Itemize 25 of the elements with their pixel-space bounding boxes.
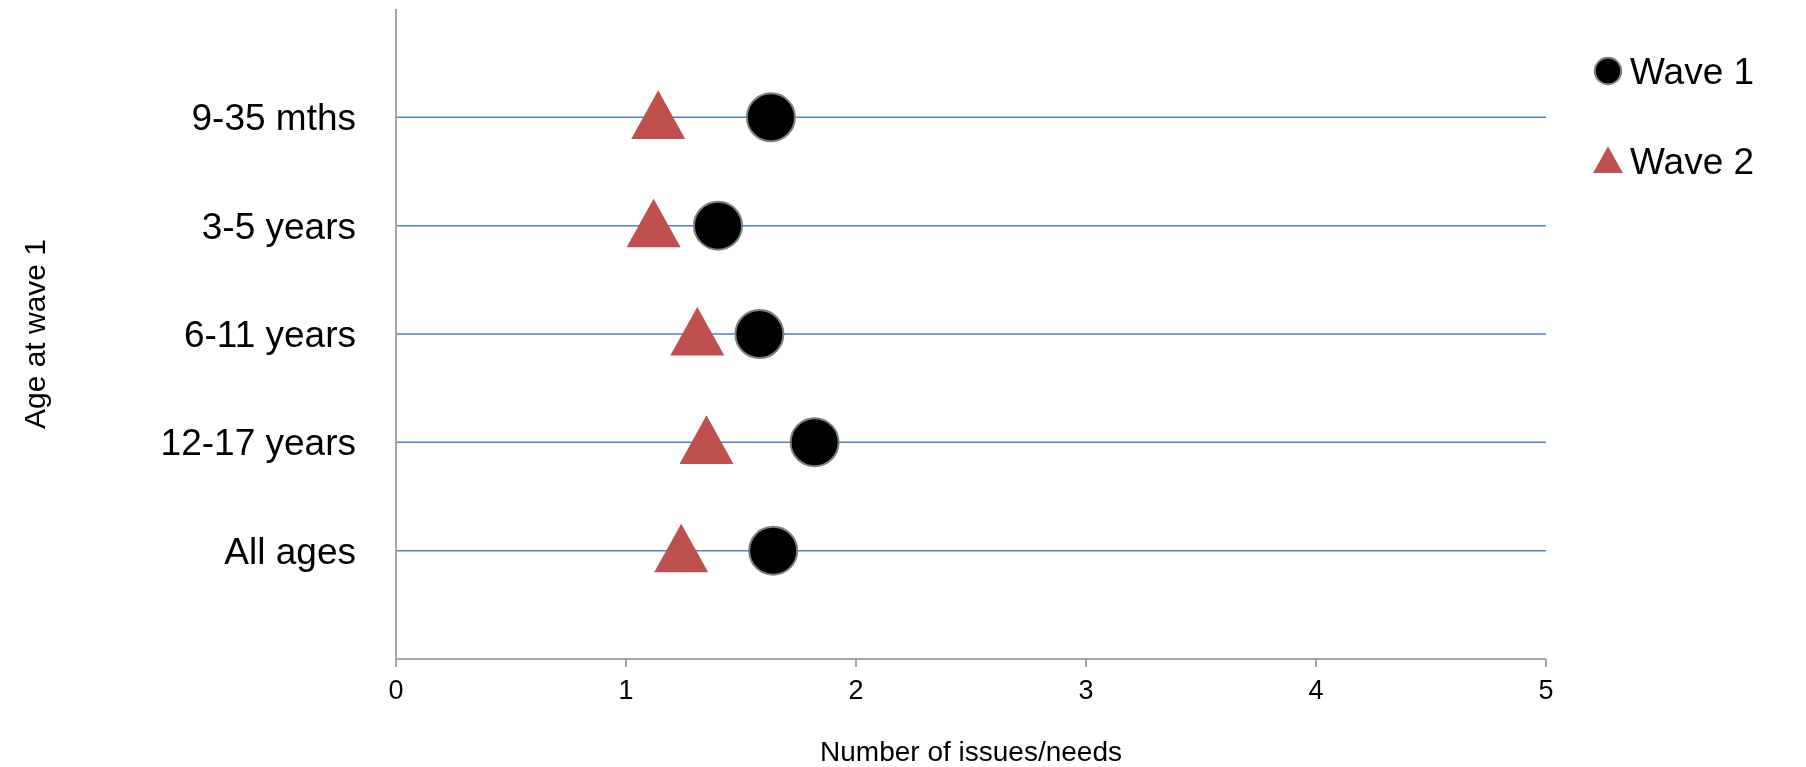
- y-axis-title: Age at wave 1: [18, 238, 51, 430]
- x-tick-label: 2: [848, 675, 864, 705]
- point: [789, 417, 840, 468]
- x-tick-label: 3: [1078, 675, 1094, 705]
- legend-label: Wave 2: [1630, 140, 1755, 182]
- y-tick-label: 6-11 years: [183, 313, 356, 355]
- y-tick-label: 9-35 mths: [191, 97, 356, 139]
- point: [748, 525, 799, 576]
- point: [654, 523, 709, 573]
- y-tick-label: 12-17 years: [160, 422, 356, 464]
- x-axis-title: Number of issues/needs: [820, 736, 1122, 767]
- point: [745, 92, 796, 143]
- x-tick-label: 0: [388, 675, 404, 705]
- point: [670, 307, 725, 356]
- legend-label: Wave 1: [1630, 50, 1755, 92]
- point: [693, 200, 743, 251]
- y-tick-label: 3-5 years: [201, 205, 356, 247]
- y-tick-label: All ages: [224, 530, 356, 572]
- x-tick-label: 4: [1308, 675, 1324, 705]
- point: [626, 198, 681, 248]
- x-tick-label: 5: [1538, 675, 1554, 705]
- point: [734, 309, 785, 359]
- x-tick-label: 1: [618, 675, 634, 705]
- point: [679, 415, 734, 464]
- point: [631, 90, 686, 139]
